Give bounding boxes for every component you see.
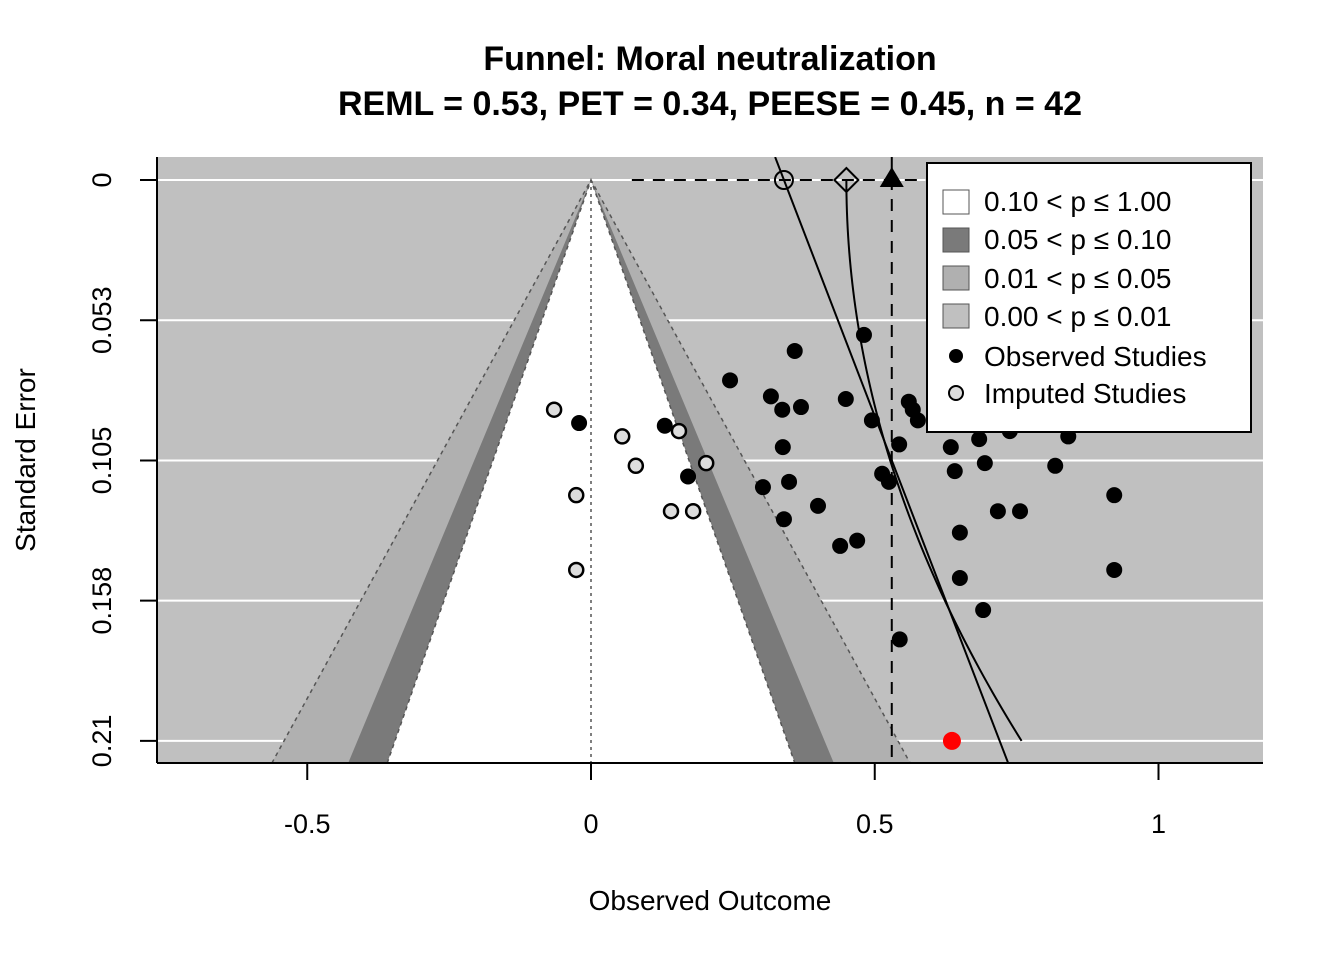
chart-subtitle: REML = 0.53, PET = 0.34, PEESE = 0.45, n… <box>338 85 1082 123</box>
observed-study-point <box>775 511 792 528</box>
imputed-study-point <box>684 502 702 520</box>
observed-study-point <box>951 569 968 586</box>
y-tick-label: 0.053 <box>87 286 117 354</box>
legend-swatch-4 <box>942 303 970 329</box>
observed-study-point <box>975 602 992 619</box>
pet-line <box>774 157 1010 763</box>
observed-study-point <box>880 473 897 490</box>
observed-study-point <box>656 417 673 434</box>
reml-estimate-marker <box>879 167 904 187</box>
imputed-study-point <box>627 457 645 475</box>
observed-study-point <box>1106 561 1123 578</box>
highlight-point <box>942 731 961 750</box>
observed-study-point <box>891 436 908 453</box>
y-tick-label: 0 <box>87 172 117 187</box>
x-axis-label: Observed Outcome <box>589 885 832 916</box>
legend-label-2: 0.05 < p ≤ 0.10 <box>984 224 1171 255</box>
y-tick-label: 0.21 <box>87 715 117 768</box>
contour-region <box>387 180 795 763</box>
imputed-study-point <box>697 454 715 472</box>
observed-study-point <box>762 388 779 405</box>
peese-curve <box>845 179 1023 742</box>
observed-study-point <box>774 401 791 418</box>
observed-study-point <box>976 455 993 472</box>
observed-study-point <box>946 463 963 480</box>
observed-study-point <box>680 468 697 485</box>
legend-label-1: 0.10 < p ≤ 1.00 <box>984 186 1171 217</box>
y-tick-label: 0.105 <box>87 427 117 495</box>
legend-label-3: 0.01 < p ≤ 0.05 <box>984 263 1171 294</box>
observed-study-point <box>754 479 771 496</box>
imputed-study-point <box>662 502 680 520</box>
x-tick-label: 0 <box>583 809 598 839</box>
legend: 0.10 < p ≤ 1.00 0.05 < p ≤ 0.10 0.01 < p… <box>926 162 1252 433</box>
observed-study-point <box>571 415 588 432</box>
observed-study-point <box>863 412 880 429</box>
observed-study-point <box>774 439 791 456</box>
pet-estimate-marker <box>773 170 794 190</box>
legend-observed-marker <box>949 349 963 363</box>
imputed-study-point <box>567 561 585 579</box>
legend-imputed-marker <box>948 385 964 401</box>
chart-title: Funnel: Moral neutralization <box>483 40 936 78</box>
observed-study-point <box>909 412 926 429</box>
observed-study-point <box>971 431 988 448</box>
y-tick-label: 0.158 <box>87 567 117 635</box>
observed-study-point <box>1047 457 1064 474</box>
observed-study-point <box>810 497 826 514</box>
x-tick-label: -0.5 <box>284 809 331 839</box>
observed-study-point <box>792 399 809 416</box>
legend-swatch-2 <box>942 227 970 253</box>
observed-study-point <box>786 342 803 359</box>
observed-study-point <box>849 532 866 549</box>
observed-study-point <box>781 473 798 490</box>
observed-study-point <box>855 326 872 343</box>
imputed-study-point <box>545 401 563 418</box>
imputed-study-point <box>567 486 585 504</box>
observed-study-point <box>1012 503 1029 520</box>
observed-study-point <box>722 372 739 389</box>
observed-study-point <box>1106 487 1123 504</box>
imputed-study-point <box>613 428 631 445</box>
observed-study-point <box>837 391 854 408</box>
observed-study-point <box>989 503 1006 520</box>
legend-swatch-3 <box>942 265 970 291</box>
y-axis-label: Standard Error <box>10 368 41 552</box>
x-tick-label: 1 <box>1151 809 1166 839</box>
legend-label-imputed: Imputed Studies <box>984 378 1186 409</box>
observed-study-point <box>951 524 968 541</box>
legend-label-observed: Observed Studies <box>984 341 1207 372</box>
peese-estimate-marker <box>832 166 860 194</box>
imputed-study-point <box>670 422 688 440</box>
observed-study-point <box>942 439 959 456</box>
observed-study-point <box>832 537 849 554</box>
legend-label-4: 0.00 < p ≤ 0.01 <box>984 301 1171 332</box>
x-tick-label: 0.5 <box>856 809 894 839</box>
legend-swatch-1 <box>942 189 970 215</box>
observed-study-point <box>891 631 908 648</box>
